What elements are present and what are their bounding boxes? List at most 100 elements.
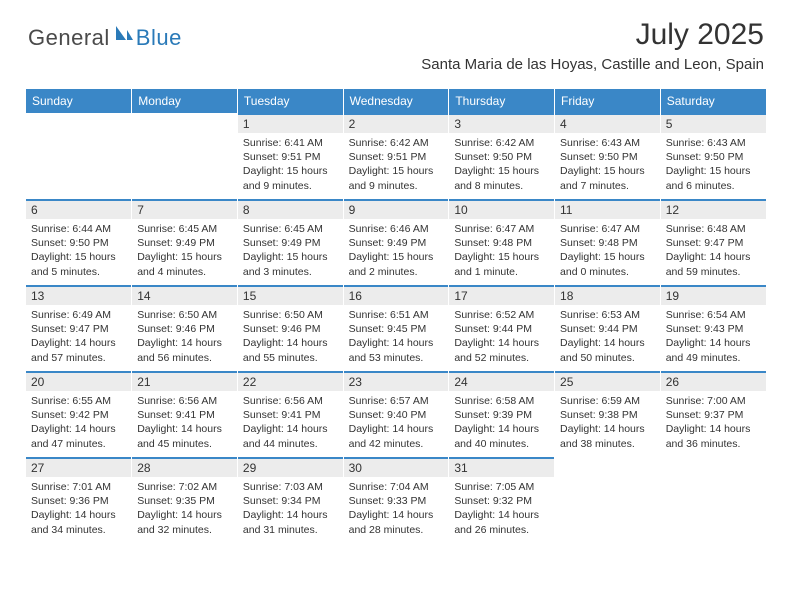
day-data: Sunrise: 6:57 AMSunset: 9:40 PMDaylight:…	[344, 391, 449, 455]
calendar-row: 20Sunrise: 6:55 AMSunset: 9:42 PMDayligh…	[26, 371, 766, 457]
brand-text-general: General	[28, 25, 110, 51]
weekday-header: Sunday	[26, 89, 132, 113]
calendar-cell: 5Sunrise: 6:43 AMSunset: 9:50 PMDaylight…	[660, 113, 766, 199]
day-number: 14	[132, 285, 237, 305]
day-data: Sunrise: 7:05 AMSunset: 9:32 PMDaylight:…	[449, 477, 554, 541]
day-number: 6	[26, 199, 131, 219]
day-data: Sunrise: 6:51 AMSunset: 9:45 PMDaylight:…	[344, 305, 449, 369]
day-number: 15	[238, 285, 343, 305]
day-number: 30	[344, 457, 449, 477]
day-data: Sunrise: 6:54 AMSunset: 9:43 PMDaylight:…	[661, 305, 766, 369]
day-data: Sunrise: 6:50 AMSunset: 9:46 PMDaylight:…	[132, 305, 237, 369]
calendar-cell: 22Sunrise: 6:56 AMSunset: 9:41 PMDayligh…	[237, 371, 343, 457]
calendar-cell: 26Sunrise: 7:00 AMSunset: 9:37 PMDayligh…	[660, 371, 766, 457]
day-data: Sunrise: 6:46 AMSunset: 9:49 PMDaylight:…	[344, 219, 449, 283]
calendar-row: 13Sunrise: 6:49 AMSunset: 9:47 PMDayligh…	[26, 285, 766, 371]
day-number: 22	[238, 371, 343, 391]
month-title: July 2025	[421, 18, 764, 52]
day-number: 11	[555, 199, 660, 219]
calendar-cell	[660, 457, 766, 543]
calendar-cell	[132, 113, 238, 199]
day-number: 21	[132, 371, 237, 391]
calendar-cell: 10Sunrise: 6:47 AMSunset: 9:48 PMDayligh…	[449, 199, 555, 285]
day-data: Sunrise: 6:43 AMSunset: 9:50 PMDaylight:…	[555, 133, 660, 197]
calendar-body: 1Sunrise: 6:41 AMSunset: 9:51 PMDaylight…	[26, 113, 766, 543]
calendar-cell	[555, 457, 661, 543]
brand-sail-icon	[114, 24, 134, 47]
day-data: Sunrise: 6:44 AMSunset: 9:50 PMDaylight:…	[26, 219, 131, 283]
day-number: 17	[449, 285, 554, 305]
calendar-cell: 30Sunrise: 7:04 AMSunset: 9:33 PMDayligh…	[343, 457, 449, 543]
weekday-header: Monday	[132, 89, 238, 113]
day-number: 23	[344, 371, 449, 391]
calendar-cell: 6Sunrise: 6:44 AMSunset: 9:50 PMDaylight…	[26, 199, 132, 285]
day-data: Sunrise: 6:53 AMSunset: 9:44 PMDaylight:…	[555, 305, 660, 369]
day-data: Sunrise: 6:43 AMSunset: 9:50 PMDaylight:…	[661, 133, 766, 197]
day-number: 13	[26, 285, 131, 305]
day-number: 2	[344, 113, 449, 133]
weekday-header: Wednesday	[343, 89, 449, 113]
day-number: 3	[449, 113, 554, 133]
day-number: 26	[661, 371, 766, 391]
day-number: 10	[449, 199, 554, 219]
day-data: Sunrise: 7:01 AMSunset: 9:36 PMDaylight:…	[26, 477, 131, 541]
day-number: 18	[555, 285, 660, 305]
day-number: 8	[238, 199, 343, 219]
brand-logo: General Blue	[28, 24, 182, 51]
day-data: Sunrise: 6:58 AMSunset: 9:39 PMDaylight:…	[449, 391, 554, 455]
calendar-cell: 17Sunrise: 6:52 AMSunset: 9:44 PMDayligh…	[449, 285, 555, 371]
day-data: Sunrise: 6:41 AMSunset: 9:51 PMDaylight:…	[238, 133, 343, 197]
calendar-cell: 8Sunrise: 6:45 AMSunset: 9:49 PMDaylight…	[237, 199, 343, 285]
day-data: Sunrise: 6:45 AMSunset: 9:49 PMDaylight:…	[238, 219, 343, 283]
day-number: 31	[449, 457, 554, 477]
day-data: Sunrise: 6:49 AMSunset: 9:47 PMDaylight:…	[26, 305, 131, 369]
day-data: Sunrise: 6:42 AMSunset: 9:51 PMDaylight:…	[344, 133, 449, 197]
day-data: Sunrise: 7:02 AMSunset: 9:35 PMDaylight:…	[132, 477, 237, 541]
day-number: 5	[661, 113, 766, 133]
calendar-cell: 23Sunrise: 6:57 AMSunset: 9:40 PMDayligh…	[343, 371, 449, 457]
day-data: Sunrise: 7:04 AMSunset: 9:33 PMDaylight:…	[344, 477, 449, 541]
day-number: 4	[555, 113, 660, 133]
location-subtitle: Santa Maria de las Hoyas, Castille and L…	[421, 56, 764, 73]
day-number: 29	[238, 457, 343, 477]
day-data: Sunrise: 6:56 AMSunset: 9:41 PMDaylight:…	[238, 391, 343, 455]
day-data: Sunrise: 6:47 AMSunset: 9:48 PMDaylight:…	[555, 219, 660, 283]
day-number: 20	[26, 371, 131, 391]
day-number: 24	[449, 371, 554, 391]
day-data: Sunrise: 6:42 AMSunset: 9:50 PMDaylight:…	[449, 133, 554, 197]
day-number: 28	[132, 457, 237, 477]
calendar-cell: 19Sunrise: 6:54 AMSunset: 9:43 PMDayligh…	[660, 285, 766, 371]
weekday-header-row: SundayMondayTuesdayWednesdayThursdayFrid…	[26, 89, 766, 113]
calendar-cell: 18Sunrise: 6:53 AMSunset: 9:44 PMDayligh…	[555, 285, 661, 371]
calendar-row: 1Sunrise: 6:41 AMSunset: 9:51 PMDaylight…	[26, 113, 766, 199]
weekday-header: Tuesday	[237, 89, 343, 113]
calendar-cell: 31Sunrise: 7:05 AMSunset: 9:32 PMDayligh…	[449, 457, 555, 543]
day-number: 19	[661, 285, 766, 305]
day-data: Sunrise: 6:56 AMSunset: 9:41 PMDaylight:…	[132, 391, 237, 455]
weekday-header: Saturday	[660, 89, 766, 113]
day-data: Sunrise: 6:50 AMSunset: 9:46 PMDaylight:…	[238, 305, 343, 369]
calendar-cell: 25Sunrise: 6:59 AMSunset: 9:38 PMDayligh…	[555, 371, 661, 457]
day-data: Sunrise: 6:45 AMSunset: 9:49 PMDaylight:…	[132, 219, 237, 283]
day-number: 9	[344, 199, 449, 219]
day-data: Sunrise: 6:47 AMSunset: 9:48 PMDaylight:…	[449, 219, 554, 283]
calendar-cell: 9Sunrise: 6:46 AMSunset: 9:49 PMDaylight…	[343, 199, 449, 285]
day-number: 1	[238, 113, 343, 133]
day-data: Sunrise: 6:48 AMSunset: 9:47 PMDaylight:…	[661, 219, 766, 283]
weekday-header: Friday	[555, 89, 661, 113]
brand-text-blue: Blue	[136, 25, 182, 51]
calendar-cell: 16Sunrise: 6:51 AMSunset: 9:45 PMDayligh…	[343, 285, 449, 371]
day-data: Sunrise: 6:52 AMSunset: 9:44 PMDaylight:…	[449, 305, 554, 369]
page-header: General Blue July 2025 Santa Maria de la…	[0, 0, 792, 79]
calendar-cell: 2Sunrise: 6:42 AMSunset: 9:51 PMDaylight…	[343, 113, 449, 199]
calendar-cell: 29Sunrise: 7:03 AMSunset: 9:34 PMDayligh…	[237, 457, 343, 543]
calendar-cell: 28Sunrise: 7:02 AMSunset: 9:35 PMDayligh…	[132, 457, 238, 543]
day-data: Sunrise: 6:59 AMSunset: 9:38 PMDaylight:…	[555, 391, 660, 455]
calendar-cell: 24Sunrise: 6:58 AMSunset: 9:39 PMDayligh…	[449, 371, 555, 457]
day-number: 12	[661, 199, 766, 219]
calendar-cell: 1Sunrise: 6:41 AMSunset: 9:51 PMDaylight…	[237, 113, 343, 199]
calendar-cell: 13Sunrise: 6:49 AMSunset: 9:47 PMDayligh…	[26, 285, 132, 371]
calendar-table: SundayMondayTuesdayWednesdayThursdayFrid…	[26, 89, 766, 543]
title-block: July 2025 Santa Maria de las Hoyas, Cast…	[421, 18, 764, 73]
calendar-cell: 20Sunrise: 6:55 AMSunset: 9:42 PMDayligh…	[26, 371, 132, 457]
